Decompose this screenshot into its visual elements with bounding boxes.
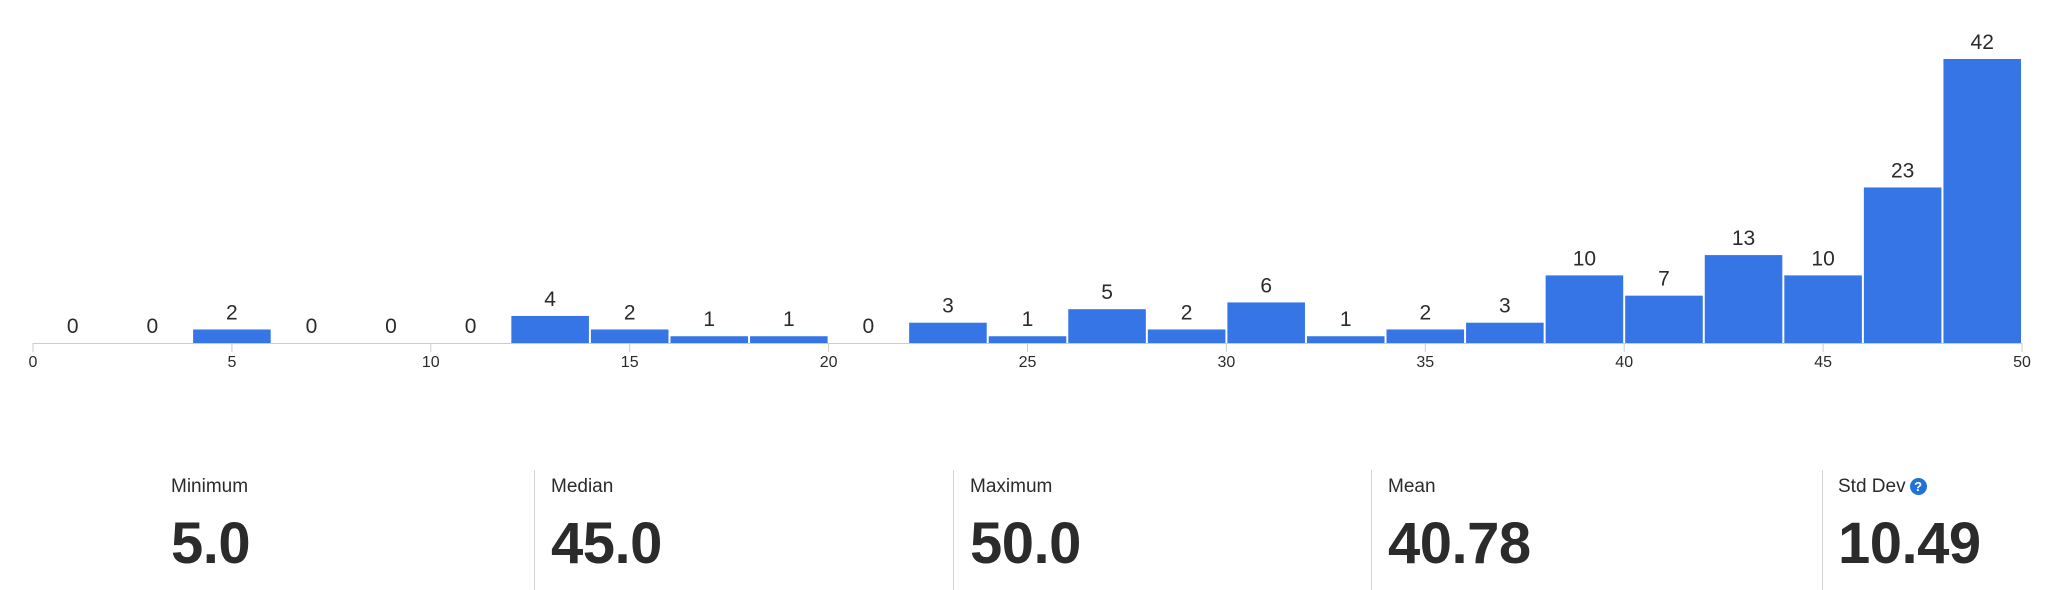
bar-value-label: 2 <box>624 301 636 324</box>
stat-divider <box>953 470 954 590</box>
histogram-bar <box>1625 295 1703 343</box>
stat-maximum-value: 50.0 <box>970 511 1081 576</box>
bar-value-label: 13 <box>1732 227 1755 250</box>
bar-value-label: 0 <box>465 315 477 338</box>
stat-minimum-value: 5.0 <box>171 511 251 576</box>
summary-stats: Minimum 5.0 Median 45.0 Maximum 50.0 Mea… <box>0 470 2069 590</box>
histogram-bar <box>1147 329 1226 343</box>
histogram-bar <box>590 329 669 343</box>
x-tick-label: 30 <box>1218 354 1236 370</box>
x-tick-label: 5 <box>227 354 236 370</box>
bar-value-label: 0 <box>146 315 158 338</box>
bar-value-label: 1 <box>1022 308 1034 331</box>
bar-value-label: 6 <box>1260 274 1272 297</box>
histogram-bar <box>1784 275 1862 343</box>
histogram-bar <box>193 329 271 343</box>
bar-value-label: 3 <box>1499 295 1511 318</box>
bar-value-label: 42 <box>1971 31 1994 54</box>
histogram-bar <box>1704 255 1783 343</box>
bar-value-label: 3 <box>942 295 954 318</box>
histogram-bar <box>1306 336 1385 343</box>
histogram-bar <box>670 336 749 343</box>
x-tick-label: 20 <box>820 354 838 370</box>
stat-stddev-label-wrap: Std Dev? <box>1838 476 1927 498</box>
question-circle-icon[interactable]: ? <box>1909 478 1927 495</box>
stat-stddev-label: Std Dev <box>1838 476 1906 497</box>
x-tick-label: 15 <box>621 354 639 370</box>
bar-value-label: 1 <box>783 308 795 331</box>
stat-divider <box>534 470 535 590</box>
bar-value-label: 0 <box>863 315 875 338</box>
histogram-bar <box>1227 302 1305 343</box>
bar-value-label: 23 <box>1891 159 1914 182</box>
histogram-bar <box>511 315 589 343</box>
stat-mean-value: 40.78 <box>1388 511 1531 576</box>
stat-divider <box>1371 470 1372 590</box>
bar-value-label: 10 <box>1573 247 1596 270</box>
x-tick-label: 40 <box>1615 354 1633 370</box>
stat-median-label: Median <box>551 476 614 497</box>
x-tick-label: 50 <box>2013 354 2031 370</box>
x-tick-label: 10 <box>422 354 440 370</box>
bar-value-label: 7 <box>1658 268 1670 291</box>
stat-stddev-value: 10.49 <box>1838 511 1981 576</box>
stat-minimum-label: Minimum <box>171 476 249 497</box>
stat-divider <box>1822 470 1823 590</box>
histogram-bar <box>909 322 987 343</box>
stat-median-value: 45.0 <box>551 511 662 576</box>
stat-maximum-label: Maximum <box>970 476 1053 497</box>
x-tick-label: 45 <box>1814 354 1832 370</box>
histogram-bar <box>1863 187 1942 343</box>
histogram-bar <box>1068 309 1146 343</box>
bar-value-label: 0 <box>67 315 79 338</box>
histogram-bar <box>1466 322 1544 343</box>
histogram-bar <box>1943 59 2021 343</box>
bar-value-label: 0 <box>385 315 397 338</box>
bar-value-label: 5 <box>1101 281 1113 304</box>
bar-value-label: 0 <box>306 315 318 338</box>
bar-value-label: 10 <box>1811 247 1834 270</box>
bar-value-label: 2 <box>226 301 238 324</box>
bar-value-label: 1 <box>1340 308 1352 331</box>
bar-value-label: 2 <box>1181 301 1193 324</box>
x-tick-label: 0 <box>29 354 38 370</box>
histogram-bar <box>750 336 828 343</box>
bar-value-label: 4 <box>544 288 556 311</box>
histogram-bar <box>1386 329 1465 343</box>
stat-mean-label: Mean <box>1388 476 1436 497</box>
bar-value-label: 2 <box>1419 301 1431 324</box>
x-tick-label: 25 <box>1019 354 1037 370</box>
x-tick-label: 35 <box>1416 354 1434 370</box>
bar-value-label: 1 <box>703 308 715 331</box>
histogram-bar <box>988 336 1067 343</box>
histogram-bar <box>1545 275 1624 343</box>
